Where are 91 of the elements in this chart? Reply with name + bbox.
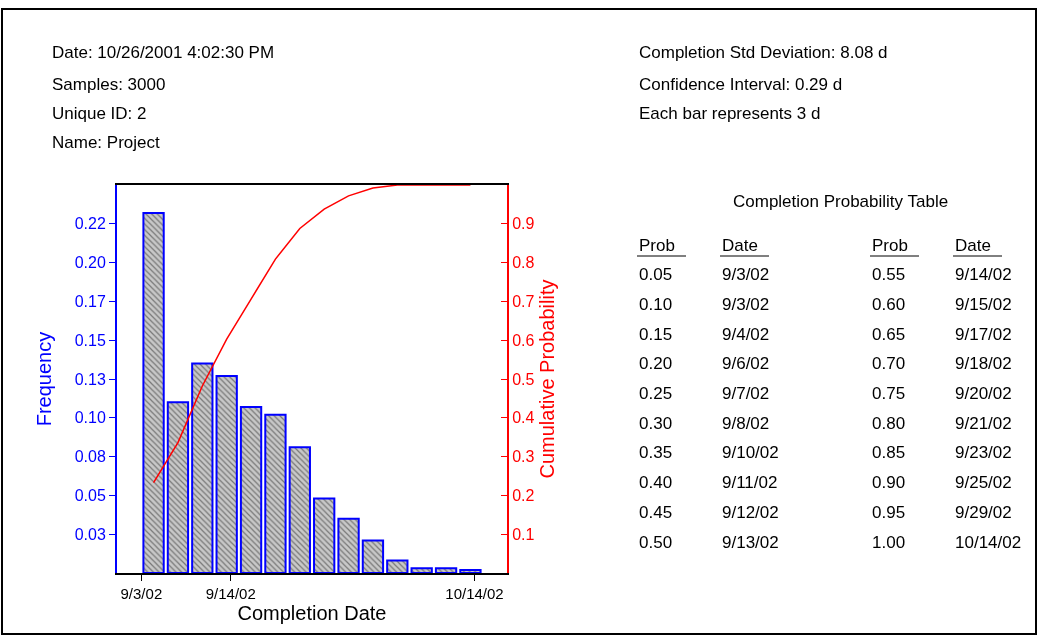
text: 9/11/02: [722, 473, 778, 492]
text: Completion Std Deviation: 8.08 d: [639, 43, 888, 62]
text: 0.65: [872, 325, 906, 344]
bar: [142, 211, 165, 573]
bar: [191, 362, 214, 573]
y2-tick-label: 0.6: [512, 331, 535, 349]
bar: [361, 539, 385, 573]
y2-tick-label: 0.2: [512, 487, 535, 504]
bar: [410, 567, 433, 573]
y-tick-label: 0.03: [74, 525, 106, 543]
y2-tick-label: 0.5: [512, 370, 535, 388]
y2-tick-label: 0.8: [512, 254, 535, 272]
y-tick-label: 0.20: [74, 254, 106, 272]
bar: [337, 517, 360, 573]
text: 9/12/02: [722, 503, 779, 522]
text: Confidence Interval: 0.29 d: [639, 75, 843, 94]
text: 0.85: [872, 443, 906, 462]
text: 0.55: [872, 265, 906, 284]
text: 9/7/02: [722, 384, 770, 403]
text: 0.45: [639, 503, 673, 522]
text: 9/25/02: [955, 473, 1012, 492]
text: 9/20/02: [955, 384, 1012, 403]
text: 9/21/02: [955, 414, 1012, 433]
text: 0.20: [639, 354, 673, 373]
y-tick-label: 0.08: [74, 448, 106, 466]
y2-tick-label: 0.9: [512, 215, 535, 233]
text: 0.10: [639, 295, 673, 314]
text: 0.70: [872, 354, 906, 373]
text: 0.05: [639, 265, 673, 284]
y2-axis-title: Cumulative Probability: [535, 279, 558, 479]
text: Date: 10/26/2001 4:02:30 PM: [52, 43, 275, 62]
y2-tick-label: 0.3: [512, 448, 535, 466]
bar: [215, 374, 238, 573]
text: Unique ID: 2: [52, 104, 147, 123]
y-tick-label: 0.22: [74, 215, 106, 233]
bar: [264, 413, 287, 573]
text: 0.90: [872, 473, 906, 492]
text: 9/18/02: [955, 354, 1012, 373]
text: 0.40: [639, 473, 673, 492]
bar: [239, 405, 263, 573]
text: Date: [955, 236, 991, 255]
text: 9/4/02: [722, 325, 770, 344]
bar: [459, 568, 482, 573]
text: 1.00: [872, 533, 906, 552]
text: 0.50: [639, 533, 673, 552]
text: 9/14/02: [955, 265, 1012, 284]
bar: [386, 559, 409, 573]
text: 9/13/02: [722, 533, 779, 552]
bar: [434, 567, 458, 573]
x-tick-label: 9/14/02: [205, 585, 256, 602]
text: Prob: [639, 236, 675, 255]
y-tick-label: 0.13: [74, 370, 106, 388]
text: Prob: [872, 236, 908, 255]
text: Samples: 3000: [52, 75, 166, 94]
y-tick-label: 0.10: [74, 409, 106, 427]
text: 0.15: [639, 325, 673, 344]
text: 9/3/02: [722, 295, 770, 314]
y-tick-label: 0.05: [74, 487, 106, 504]
text: 0.25: [639, 384, 673, 403]
text: 9/8/02: [722, 414, 770, 433]
text: 9/29/02: [955, 503, 1012, 522]
text: 0.75: [872, 384, 906, 403]
bar: [166, 401, 190, 573]
text: 0.60: [872, 295, 906, 314]
x-tick-label: 9/3/02: [120, 585, 163, 602]
text: 0.35: [639, 443, 673, 462]
x-axis-title: Completion Date: [237, 602, 387, 624]
text: Date: [722, 236, 758, 255]
x-tick-label: 10/14/02: [445, 585, 504, 602]
y-axis-title: Frequency: [32, 331, 55, 427]
text: Each bar represents 3 d: [639, 104, 821, 123]
y2-tick-label: 0.4: [512, 409, 535, 427]
line-series: [152, 185, 472, 484]
y2-tick-label: 0.7: [512, 293, 535, 310]
bar: [288, 446, 311, 573]
text: 9/15/02: [955, 295, 1012, 314]
y-tick-label: 0.17: [74, 293, 106, 310]
text: 0.95: [872, 503, 906, 522]
text: 9/23/02: [955, 443, 1012, 462]
bar: [313, 497, 336, 573]
text: 0.30: [639, 414, 673, 433]
text: 9/17/02: [955, 325, 1012, 344]
text: 9/6/02: [722, 354, 770, 373]
y-tick-label: 0.15: [74, 331, 106, 349]
text: 9/10/02: [722, 443, 779, 462]
text: 0.80: [872, 414, 906, 433]
text: 10/14/02: [955, 533, 1022, 552]
text: Completion Probability Table: [733, 192, 949, 211]
y2-tick-label: 0.1: [512, 525, 535, 543]
text: Name: Project: [52, 133, 160, 152]
text: 9/3/02: [722, 265, 770, 284]
